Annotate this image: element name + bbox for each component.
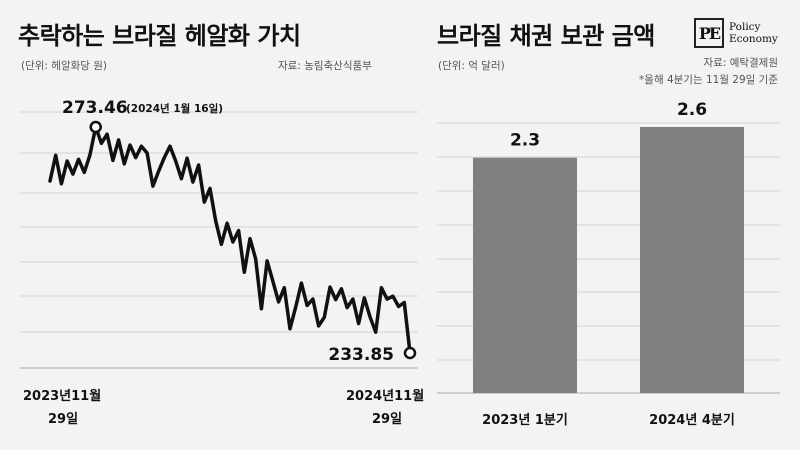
end-point-marker — [403, 346, 417, 360]
pe-logo-icon: PE — [694, 18, 724, 48]
left-x-end-line1: 2024년11월 — [346, 389, 425, 404]
left-chart-source: 자료: 농림축산식품부 — [278, 60, 372, 72]
bar-category-label-2024-q4: 2024년 4분기 — [649, 413, 735, 428]
logo-wordmark: Policy Economy — [729, 21, 778, 45]
left-x-end-line2: 29일 — [372, 412, 403, 427]
max-point-date-label: (2024년 1월 16일) — [126, 102, 223, 115]
right-chart-source: 자료: 예탁결제원 — [703, 57, 779, 69]
bar-2024-q4 — [640, 127, 744, 393]
bar-category-label-2023-q1: 2023년 1분기 — [482, 413, 568, 428]
bar-value-label-2024-q4: 2.6 — [677, 100, 707, 120]
bar-2023-q1 — [473, 157, 577, 393]
left-chart-gridlines — [20, 111, 418, 369]
line-series-real — [48, 125, 412, 355]
left-chart-unit: (단위: 헤알화당 원) — [21, 60, 108, 72]
max-point-marker — [89, 120, 102, 134]
policy-economy-logo: PE Policy Economy — [694, 18, 778, 48]
bar-value-label-2023-q1: 2.3 — [510, 131, 540, 151]
max-point-value-label: 273.46 — [62, 98, 128, 118]
end-point-value-label: 233.85 — [328, 345, 394, 365]
left-x-start-line2: 29일 — [48, 412, 79, 427]
logo-line1: Policy — [729, 21, 761, 33]
right-chart-title: 브라질 채권 보관 금액 — [437, 22, 655, 50]
right-chart-note: *올해 4분기는 11월 29일 기준 — [639, 74, 778, 86]
left-x-start-line1: 2023년11월 — [23, 389, 102, 404]
right-chart-unit: (단위: 억 달러) — [438, 60, 505, 72]
left-chart-title: 추락하는 브라질 헤알화 가치 — [18, 22, 301, 50]
logo-line2: Economy — [729, 33, 778, 45]
